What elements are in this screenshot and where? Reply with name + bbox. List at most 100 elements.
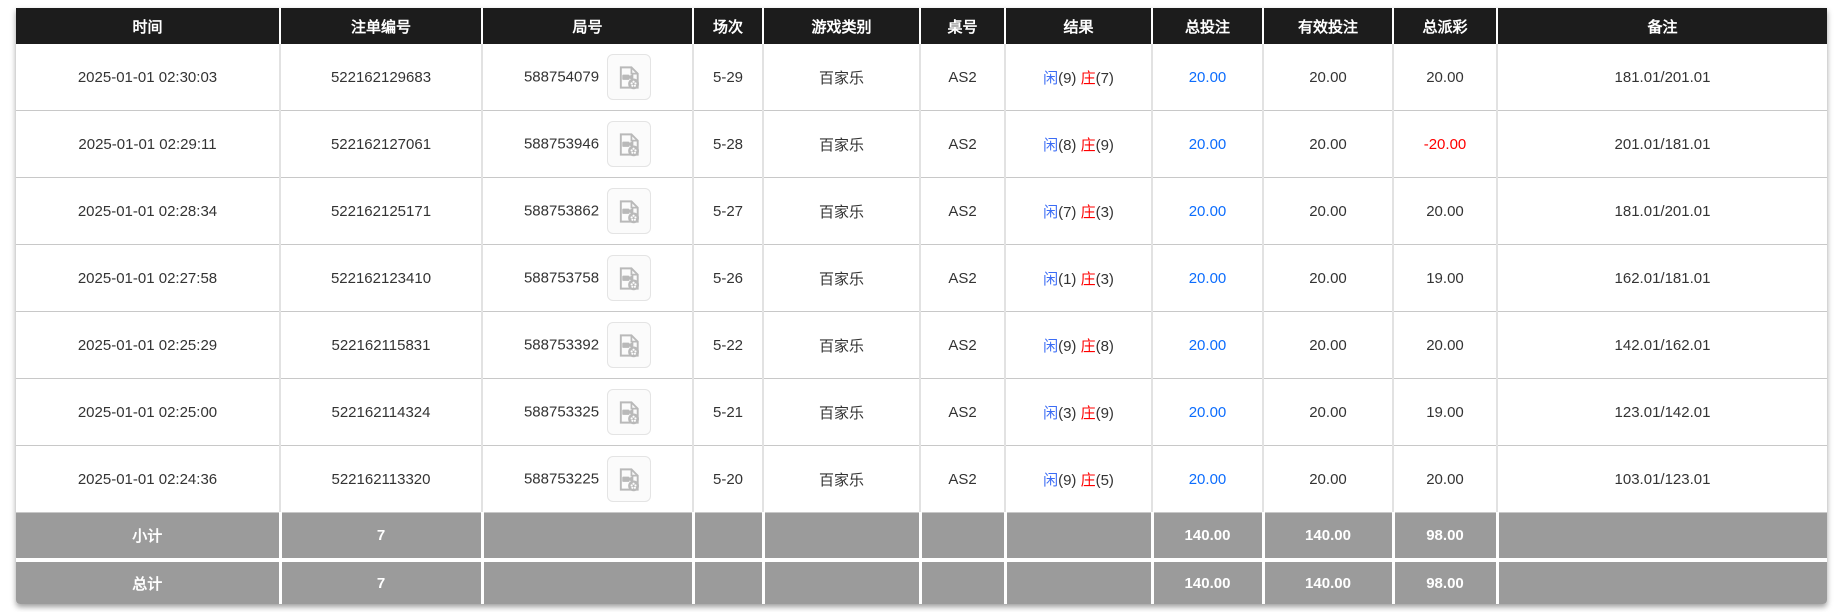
video-file-icon <box>619 266 639 290</box>
video-replay-button[interactable] <box>607 188 652 234</box>
round-number: 588753225 <box>523 470 600 488</box>
table-row: 2025-01-01 02:24:36 522162113320 588753225… <box>16 445 1827 513</box>
total-bet-link[interactable]: 20.00 <box>1188 403 1227 421</box>
cell-total-bet: 20.00 <box>1151 44 1263 111</box>
cell-payout: 19.00 <box>1392 244 1497 312</box>
result-banker-value: (7) <box>1095 69 1114 87</box>
cell-remark: 162.01/181.01 <box>1496 244 1827 312</box>
table-row: 2025-01-01 02:27:58 522162123410 588753758… <box>16 244 1827 312</box>
result-banker-value: (5) <box>1095 471 1114 489</box>
total-bet-link[interactable]: 20.00 <box>1188 269 1227 287</box>
col-header-table_no: 桌号 <box>919 8 1005 44</box>
cell-payout: -20.00 <box>1392 110 1497 178</box>
cell-result: 闲(1) 庄(3) <box>1004 244 1152 312</box>
col-header-payout: 总派彩 <box>1392 8 1497 44</box>
cell-total-bet: 20.00 <box>1151 311 1263 379</box>
result-banker-label: 庄 <box>1080 69 1096 87</box>
col-header-valid_bet: 有效投注 <box>1262 8 1393 44</box>
cell-valid-bet: 20.00 <box>1262 445 1393 513</box>
total-round-no-cell <box>480 562 693 604</box>
video-file-icon <box>619 333 639 357</box>
cell-bet-id: 522162129683 <box>279 44 482 111</box>
video-file-icon <box>619 132 639 156</box>
cell-valid-bet: 20.00 <box>1262 44 1393 111</box>
cell-bet-id: 522162114324 <box>279 378 482 446</box>
total-remark-cell <box>1495 562 1827 604</box>
subtotal-session-cell <box>691 512 763 558</box>
table-row: 2025-01-01 02:25:00 522162114324 588753325… <box>16 378 1827 446</box>
total-bet-link[interactable]: 20.00 <box>1188 336 1227 354</box>
total-bet-link[interactable]: 20.00 <box>1188 470 1227 488</box>
cell-table-no: AS2 <box>919 110 1005 178</box>
cell-time: 2025-01-01 02:25:29 <box>16 311 280 379</box>
cell-game-type: 百家乐 <box>762 445 920 513</box>
result-player-label: 闲 <box>1043 69 1059 87</box>
cell-remark: 142.01/162.01 <box>1496 311 1827 379</box>
result-banker-value: (3) <box>1095 270 1114 288</box>
result-player-value: (7) <box>1058 203 1081 221</box>
cell-table-no: AS2 <box>919 311 1005 379</box>
cell-round-no: 588753392 <box>481 311 693 379</box>
total-game-type-cell <box>761 562 920 604</box>
cell-payout: 19.00 <box>1392 378 1497 446</box>
cell-session: 5-27 <box>692 177 763 245</box>
result-banker-label: 庄 <box>1080 136 1096 154</box>
video-replay-button[interactable] <box>607 322 652 368</box>
col-header-total_bet: 总投注 <box>1151 8 1263 44</box>
result-banker-value: (9) <box>1095 136 1114 154</box>
cell-valid-bet: 20.00 <box>1262 110 1393 178</box>
cell-valid-bet: 20.00 <box>1262 244 1393 312</box>
cell-bet-id: 522162127061 <box>279 110 482 178</box>
cell-time: 2025-01-01 02:24:36 <box>16 445 280 513</box>
col-header-result: 结果 <box>1004 8 1152 44</box>
result-player-label: 闲 <box>1043 203 1059 221</box>
video-replay-button[interactable] <box>607 456 652 502</box>
cell-session: 5-22 <box>692 311 763 379</box>
total-bet-count: 7 <box>278 562 482 604</box>
cell-table-no: AS2 <box>919 378 1005 446</box>
subtotal-result-cell <box>1003 512 1152 558</box>
table-row: 2025-01-01 02:25:29 522162115831 588753392… <box>16 311 1827 379</box>
cell-total-bet: 20.00 <box>1151 445 1263 513</box>
payout-value: -20.00 <box>1423 135 1467 153</box>
cell-session: 5-21 <box>692 378 763 446</box>
cell-result: 闲(9) 庄(5) <box>1004 445 1152 513</box>
result-player-value: (9) <box>1058 471 1081 489</box>
video-replay-button[interactable] <box>607 255 652 301</box>
result-banker-label: 庄 <box>1080 337 1096 355</box>
cell-result: 闲(7) 庄(3) <box>1004 177 1152 245</box>
result-banker-value: (9) <box>1095 404 1114 422</box>
cell-round-no: 588753862 <box>481 177 693 245</box>
video-replay-button[interactable] <box>607 389 652 435</box>
table-row: 2025-01-01 02:28:34 522162125171 588753862… <box>16 177 1827 245</box>
cell-time: 2025-01-01 02:25:00 <box>16 378 280 446</box>
total-bet-link[interactable]: 20.00 <box>1188 68 1227 86</box>
table-row: 2025-01-01 02:29:11 522162127061 588753946… <box>16 110 1827 178</box>
total-total-bet-cell: 140.00 <box>1150 562 1263 604</box>
cell-table-no: AS2 <box>919 177 1005 245</box>
result-player-label: 闲 <box>1043 270 1059 288</box>
records-table-body: 2025-01-01 02:30:03 522162129683 588754079… <box>16 44 1827 513</box>
cell-valid-bet: 20.00 <box>1262 378 1393 446</box>
cell-bet-id: 522162125171 <box>279 177 482 245</box>
cell-valid-bet: 20.00 <box>1262 177 1393 245</box>
bet-records-panel: 时间 注单编号 局号 场次 游戏类别 桌号 结果 总投注 有效投注 总派彩 备注 2025-01-0… <box>16 8 1827 604</box>
cell-session: 5-26 <box>692 244 763 312</box>
subtotal-remark-cell <box>1495 512 1827 558</box>
total-bet-link[interactable]: 20.00 <box>1188 202 1227 220</box>
video-replay-button[interactable] <box>607 121 652 167</box>
table-row: 2025-01-01 02:30:03 522162129683 588754079… <box>16 44 1827 111</box>
result-banker-label: 庄 <box>1080 270 1096 288</box>
cell-bet-id: 522162115831 <box>279 311 482 379</box>
subtotal-table-no-cell <box>918 512 1005 558</box>
cell-session: 5-20 <box>692 445 763 513</box>
total-bet-link[interactable]: 20.00 <box>1188 135 1227 153</box>
round-number: 588753325 <box>523 403 600 421</box>
cell-table-no: AS2 <box>919 445 1005 513</box>
result-banker-value: (3) <box>1095 203 1114 221</box>
video-replay-button[interactable] <box>607 54 652 100</box>
result-player-label: 闲 <box>1043 471 1059 489</box>
col-header-game_type: 游戏类别 <box>762 8 920 44</box>
round-number: 588753758 <box>523 269 600 287</box>
total-valid-bet-cell: 140.00 <box>1261 562 1393 604</box>
